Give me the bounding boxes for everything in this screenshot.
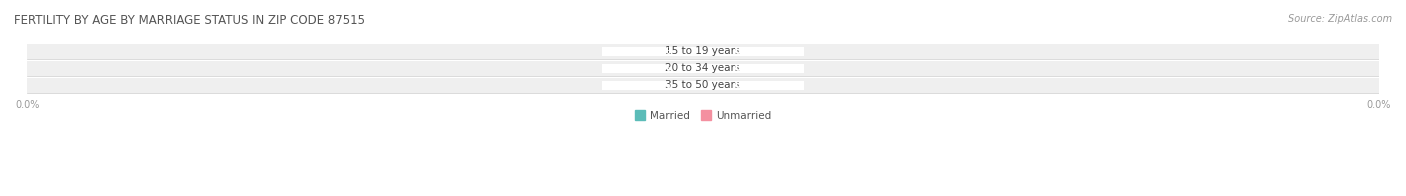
Bar [703, 47, 790, 56]
Text: 20 to 34 years: 20 to 34 years [665, 63, 741, 73]
Text: FERTILITY BY AGE BY MARRIAGE STATUS IN ZIP CODE 87515: FERTILITY BY AGE BY MARRIAGE STATUS IN Z… [14, 14, 366, 27]
Bar [616, 81, 703, 90]
Bar [602, 47, 804, 56]
Bar [703, 81, 790, 90]
Text: 0.0%: 0.0% [734, 64, 759, 73]
Text: Source: ZipAtlas.com: Source: ZipAtlas.com [1288, 14, 1392, 24]
Text: 0.0%: 0.0% [647, 81, 672, 90]
Bar [27, 44, 1379, 59]
Text: 0.0%: 0.0% [734, 81, 759, 90]
Bar [27, 61, 1379, 76]
Text: 0.0%: 0.0% [647, 64, 672, 73]
Bar [616, 64, 703, 73]
Legend: Married, Unmarried: Married, Unmarried [630, 106, 776, 125]
Text: 0.0%: 0.0% [734, 47, 759, 56]
Bar [602, 81, 804, 90]
Text: 35 to 50 years: 35 to 50 years [665, 80, 741, 90]
Bar [703, 64, 790, 73]
Text: 15 to 19 years: 15 to 19 years [665, 46, 741, 56]
Bar [602, 64, 804, 73]
Bar [616, 47, 703, 56]
Text: 0.0%: 0.0% [647, 47, 672, 56]
Bar [27, 78, 1379, 93]
